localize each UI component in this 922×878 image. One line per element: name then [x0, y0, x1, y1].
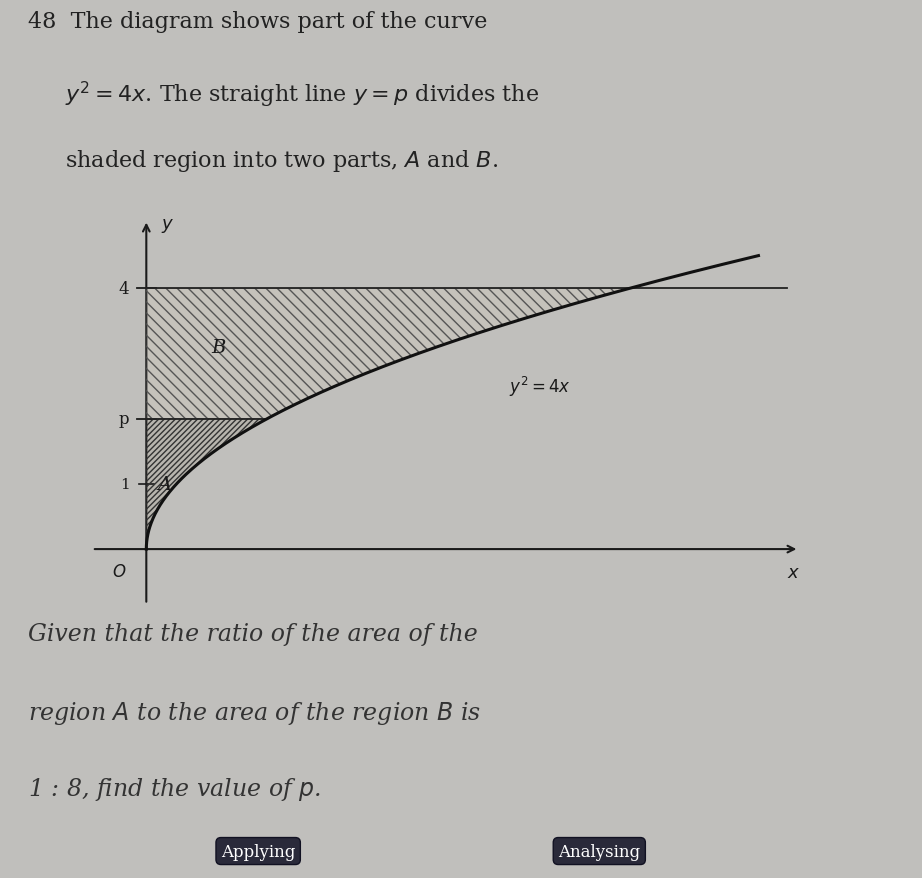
Text: $y^2 = 4x$. The straight line $y = p$ divides the: $y^2 = 4x$. The straight line $y = p$ di… — [65, 80, 538, 111]
Text: Given that the ratio of the area of the: Given that the ratio of the area of the — [28, 623, 478, 645]
Text: 1 : 8, find the value of $p$.: 1 : 8, find the value of $p$. — [28, 775, 321, 802]
Text: $y$: $y$ — [160, 217, 174, 235]
Text: $y^2 = 4x$: $y^2 = 4x$ — [509, 375, 571, 399]
Text: 4: 4 — [119, 280, 129, 298]
Text: A: A — [158, 475, 171, 493]
Text: $O$: $O$ — [112, 564, 127, 580]
Text: p: p — [119, 411, 129, 428]
Text: B: B — [212, 339, 226, 356]
Text: 48  The diagram shows part of the curve: 48 The diagram shows part of the curve — [28, 11, 487, 32]
Text: 1: 1 — [120, 478, 129, 492]
Text: Analysing: Analysing — [558, 843, 641, 860]
Polygon shape — [147, 419, 267, 550]
Text: Applying: Applying — [221, 843, 295, 860]
Polygon shape — [147, 289, 630, 419]
Text: $x$: $x$ — [786, 564, 800, 582]
Text: region $A$ to the area of the region $B$ is: region $A$ to the area of the region $B$… — [28, 699, 480, 726]
Text: shaded region into two parts, $A$ and $B$.: shaded region into two parts, $A$ and $B… — [65, 148, 498, 174]
